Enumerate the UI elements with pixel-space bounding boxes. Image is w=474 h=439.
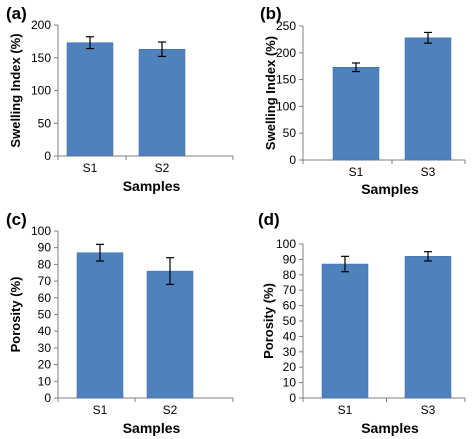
y-tick-label: 100 xyxy=(276,99,296,113)
y-tick-label: 60 xyxy=(38,291,52,305)
y-tick-label: 50 xyxy=(38,308,52,322)
bar-s3 xyxy=(404,37,452,161)
y-tick-label: 150 xyxy=(276,73,296,87)
y-tick-label: 20 xyxy=(38,358,52,372)
bar-s1 xyxy=(332,67,380,161)
y-tick-label: 200 xyxy=(276,46,296,60)
y-tick-label: 50 xyxy=(38,116,52,130)
y-axis-label: Porosity (%) xyxy=(8,277,23,353)
y-tick-label: 100 xyxy=(276,237,296,251)
y-tick-label: 100 xyxy=(31,84,51,98)
y-tick-label: 0 xyxy=(44,391,51,405)
y-axis-label: Swelling Index (%) xyxy=(8,33,23,147)
y-tick-label: 20 xyxy=(283,360,297,374)
y-tick-label: 70 xyxy=(38,274,52,288)
x-tick-label: S1 xyxy=(93,403,108,417)
y-tick-label: 80 xyxy=(283,268,297,282)
x-axis-label: Samples xyxy=(361,420,419,436)
x-tick-label: S3 xyxy=(421,165,436,179)
x-tick-label: S1 xyxy=(349,165,364,179)
y-tick-label: 50 xyxy=(283,126,297,140)
chart-panel-1: (a) 0 50 100 150 200 S1 S2 Samples Swelling Index… xyxy=(6,4,234,194)
y-tick-label: 90 xyxy=(283,252,297,266)
y-tick-label: 10 xyxy=(38,374,52,388)
panel-label: (a) xyxy=(6,4,27,23)
y-tick-label: 200 xyxy=(31,18,51,32)
y-tick-label: 90 xyxy=(38,241,52,255)
y-tick-label: 250 xyxy=(276,19,296,33)
x-axis-label: Samples xyxy=(123,420,181,436)
y-tick-label: 80 xyxy=(38,257,52,271)
bar-s1 xyxy=(76,252,124,399)
y-axis-label: Porosity (%) xyxy=(261,283,276,359)
bar-s1 xyxy=(321,263,369,399)
bar-s2 xyxy=(146,270,194,399)
x-tick-label: S2 xyxy=(155,161,170,175)
x-tick-label: S1 xyxy=(83,161,98,175)
y-tick-label: 10 xyxy=(283,376,297,390)
y-axis-label: Swelling Index (%) xyxy=(263,36,278,150)
x-tick-label: S1 xyxy=(338,403,353,417)
y-tick-label: 0 xyxy=(44,149,51,163)
y-tick-label: 150 xyxy=(31,51,51,65)
y-tick-label: 50 xyxy=(283,314,297,328)
y-tick-label: 0 xyxy=(289,153,296,167)
y-tick-label: 0 xyxy=(289,391,296,405)
x-tick-label: S3 xyxy=(421,403,436,417)
x-axis-label: Samples xyxy=(361,181,419,197)
y-tick-label: 40 xyxy=(38,324,52,338)
bar-s1 xyxy=(66,42,114,157)
y-tick-label: 40 xyxy=(283,329,297,343)
x-axis-label: Samples xyxy=(123,178,181,194)
chart-panel-3: (c) 0 10 20 30 40 50 60 70 80 90 100 S1 S2 Samples Poro… xyxy=(6,210,234,436)
panel-label: (c) xyxy=(6,210,27,229)
panel-label: (b) xyxy=(260,4,282,23)
x-tick-label: S2 xyxy=(163,403,178,417)
y-tick-label: 30 xyxy=(283,345,297,359)
bar-s3 xyxy=(404,256,452,399)
y-tick-label: 100 xyxy=(31,224,51,238)
y-tick-label: 70 xyxy=(283,283,297,297)
bar-s2 xyxy=(138,48,186,157)
panel-label: (d) xyxy=(258,210,280,229)
y-tick-label: 30 xyxy=(38,341,52,355)
y-tick-label: 60 xyxy=(283,299,297,313)
